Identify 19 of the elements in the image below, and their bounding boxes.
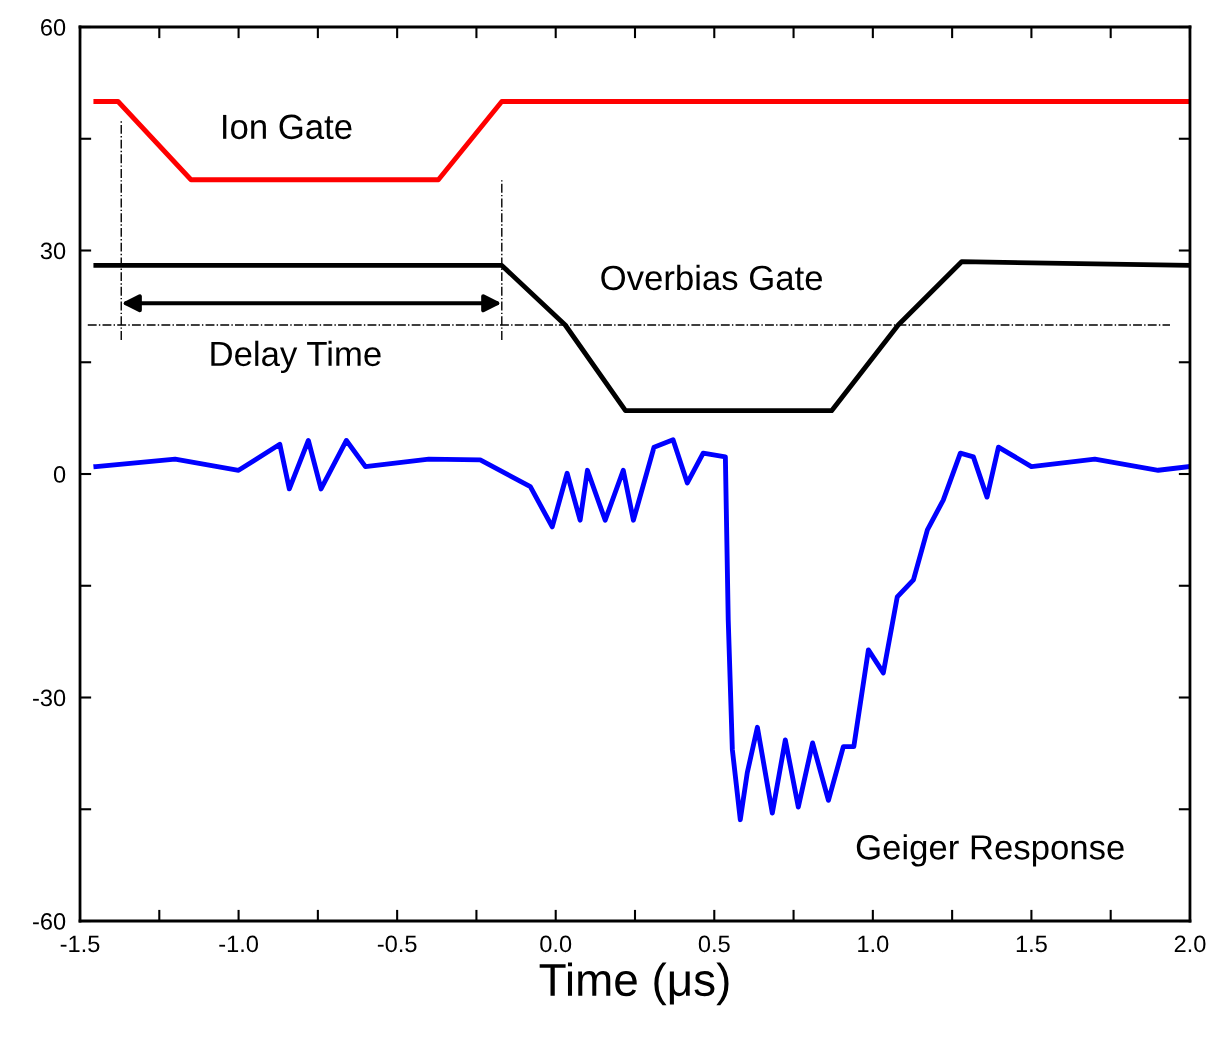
annotation: Overbias Gate bbox=[601, 264, 822, 291]
y-tick-label: 60 bbox=[41, 19, 66, 36]
line-series bbox=[93, 437, 1190, 823]
annotation: Ion Gate bbox=[223, 114, 352, 140]
annotation: Delay Time bbox=[211, 340, 381, 374]
x-tick-label: -1.0 bbox=[219, 935, 258, 953]
x-tick-label: -0.5 bbox=[377, 935, 417, 953]
x-tick-label: 1.5 bbox=[1016, 935, 1047, 953]
x-axis-title: Time (μs) bbox=[539, 962, 729, 1006]
y-tick-label: 0 bbox=[53, 466, 66, 483]
x-tick-label: 2.0 bbox=[1174, 935, 1206, 953]
y-tick-label: -30 bbox=[33, 689, 66, 707]
x-tick-label: 0.0 bbox=[540, 935, 572, 953]
x-tick-label: 1.0 bbox=[858, 935, 889, 953]
x-tick-label: 0.5 bbox=[698, 935, 730, 953]
y-tick-label: 30 bbox=[40, 242, 66, 260]
y-tick-label: -60 bbox=[33, 913, 66, 930]
annotation: Geiger Response bbox=[856, 834, 1124, 867]
x-tick-label: -1.5 bbox=[60, 935, 100, 953]
